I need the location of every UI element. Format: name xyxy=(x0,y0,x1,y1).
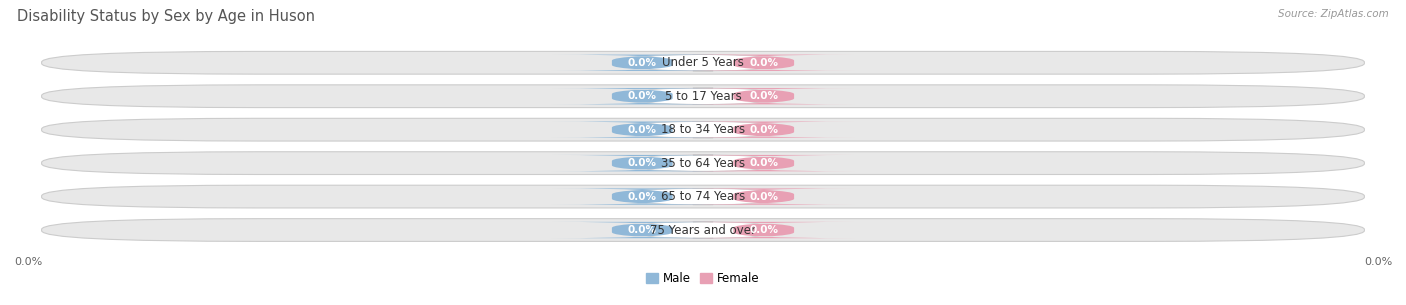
FancyBboxPatch shape xyxy=(42,85,1364,108)
FancyBboxPatch shape xyxy=(551,222,734,238)
FancyBboxPatch shape xyxy=(645,121,761,138)
Text: 5 to 17 Years: 5 to 17 Years xyxy=(665,90,741,103)
Text: 0.0%: 0.0% xyxy=(749,158,779,168)
FancyBboxPatch shape xyxy=(42,152,1364,174)
FancyBboxPatch shape xyxy=(672,55,855,71)
Text: 0.0%: 0.0% xyxy=(749,91,779,101)
Text: 18 to 34 Years: 18 to 34 Years xyxy=(661,123,745,136)
FancyBboxPatch shape xyxy=(672,88,855,104)
Text: 0.0%: 0.0% xyxy=(627,58,657,68)
FancyBboxPatch shape xyxy=(551,121,734,138)
Text: 0.0%: 0.0% xyxy=(627,125,657,135)
Text: 0.0%: 0.0% xyxy=(627,192,657,202)
FancyBboxPatch shape xyxy=(645,188,761,205)
FancyBboxPatch shape xyxy=(672,121,855,138)
FancyBboxPatch shape xyxy=(645,222,761,238)
Text: 0.0%: 0.0% xyxy=(749,58,779,68)
FancyBboxPatch shape xyxy=(551,55,734,71)
Text: 0.0%: 0.0% xyxy=(749,225,779,235)
FancyBboxPatch shape xyxy=(551,155,734,171)
FancyBboxPatch shape xyxy=(645,55,761,71)
Text: 65 to 74 Years: 65 to 74 Years xyxy=(661,190,745,203)
FancyBboxPatch shape xyxy=(551,188,734,205)
FancyBboxPatch shape xyxy=(42,52,1364,74)
FancyBboxPatch shape xyxy=(645,155,761,171)
Legend: Male, Female: Male, Female xyxy=(641,267,765,290)
Text: 0.0%: 0.0% xyxy=(627,158,657,168)
Text: 0.0%: 0.0% xyxy=(749,192,779,202)
Text: 0.0%: 0.0% xyxy=(627,225,657,235)
FancyBboxPatch shape xyxy=(42,118,1364,141)
Text: 75 Years and over: 75 Years and over xyxy=(650,224,756,237)
FancyBboxPatch shape xyxy=(42,219,1364,241)
Text: 0.0%: 0.0% xyxy=(749,125,779,135)
Text: Source: ZipAtlas.com: Source: ZipAtlas.com xyxy=(1278,9,1389,19)
Text: 35 to 64 Years: 35 to 64 Years xyxy=(661,157,745,170)
Text: Under 5 Years: Under 5 Years xyxy=(662,56,744,69)
FancyBboxPatch shape xyxy=(672,155,855,171)
FancyBboxPatch shape xyxy=(645,88,761,104)
FancyBboxPatch shape xyxy=(42,185,1364,208)
FancyBboxPatch shape xyxy=(672,222,855,238)
FancyBboxPatch shape xyxy=(672,188,855,205)
Text: 0.0%: 0.0% xyxy=(627,91,657,101)
Text: Disability Status by Sex by Age in Huson: Disability Status by Sex by Age in Huson xyxy=(17,9,315,24)
FancyBboxPatch shape xyxy=(551,88,734,104)
